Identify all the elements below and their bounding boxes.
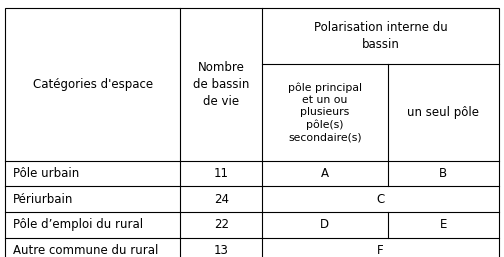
Text: F: F xyxy=(377,244,384,257)
Text: 24: 24 xyxy=(214,193,229,206)
Text: 13: 13 xyxy=(214,244,229,257)
Text: Périurbain: Périurbain xyxy=(13,193,73,206)
Text: Polarisation interne du
bassin: Polarisation interne du bassin xyxy=(313,21,447,51)
Text: Catégories d'espace: Catégories d'espace xyxy=(33,78,153,91)
Text: A: A xyxy=(321,167,329,180)
Text: C: C xyxy=(376,193,385,206)
Text: 22: 22 xyxy=(214,218,229,231)
Text: Nombre
de bassin
de vie: Nombre de bassin de vie xyxy=(193,61,249,108)
Text: D: D xyxy=(320,218,330,231)
Text: 11: 11 xyxy=(214,167,229,180)
Text: Pôle urbain: Pôle urbain xyxy=(13,167,79,180)
Text: Pôle d’emploi du rural: Pôle d’emploi du rural xyxy=(13,218,143,231)
Text: E: E xyxy=(439,218,447,231)
Text: Autre commune du rural: Autre commune du rural xyxy=(13,244,158,257)
Text: un seul pôle: un seul pôle xyxy=(407,106,479,119)
Text: B: B xyxy=(439,167,448,180)
Text: pôle principal
et un ou
plusieurs
pôle(s)
secondaire(s): pôle principal et un ou plusieurs pôle(s… xyxy=(288,82,362,143)
